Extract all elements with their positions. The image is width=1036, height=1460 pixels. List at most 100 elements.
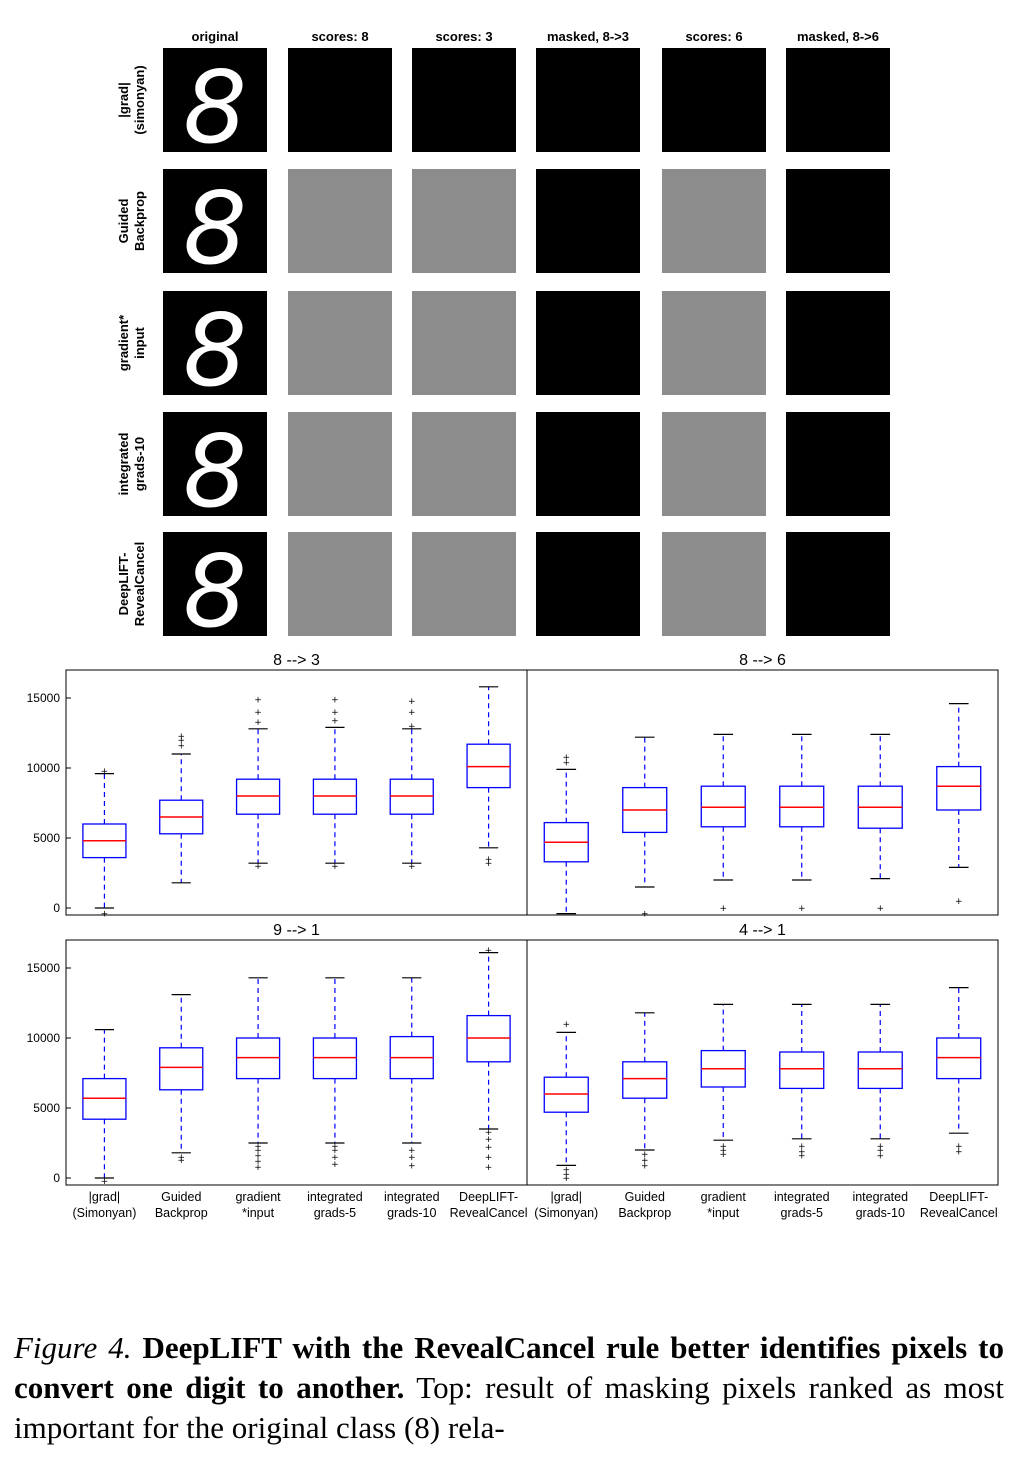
flier: + <box>798 1147 806 1157</box>
flier: + <box>485 1128 493 1138</box>
x-tick-label: integrated <box>774 1190 830 1204</box>
flier: + <box>331 1146 339 1156</box>
image-panel <box>662 412 766 516</box>
row-label: DeepLIFT- <box>116 553 131 616</box>
column-header: masked, 8->3 <box>547 29 629 44</box>
y-tick-label: 5000 <box>33 1101 60 1115</box>
flier: + <box>331 695 339 705</box>
x-tick-label: integrated <box>307 1190 363 1204</box>
chart-title: 4 --> 1 <box>739 922 786 939</box>
box <box>159 1047 204 1091</box>
image-panel <box>163 532 267 636</box>
image-panel <box>536 291 640 395</box>
image-panel <box>412 412 516 516</box>
row-label: Guided <box>116 199 131 244</box>
x-tick-label: Backprop <box>155 1206 208 1220</box>
digit-eight: 8 <box>183 49 247 166</box>
flier: + <box>876 1152 884 1162</box>
flier: + <box>254 708 262 718</box>
flier: + <box>641 910 649 920</box>
flier: + <box>254 862 262 872</box>
x-tick-label: DeepLIFT- <box>929 1190 988 1204</box>
image-panel <box>163 412 267 516</box>
flier: + <box>798 1142 806 1152</box>
flier: + <box>562 1166 570 1176</box>
flier: + <box>254 1152 262 1162</box>
plot-frame <box>65 669 528 916</box>
y-tick-label: 15000 <box>27 961 61 975</box>
x-tick-label: (Simonyan) <box>534 1206 598 1220</box>
row-label: Backprop <box>132 191 147 251</box>
row-label: gradient* <box>116 314 131 371</box>
image-panel <box>412 48 516 152</box>
x-tick-label: *input <box>242 1206 274 1220</box>
digit-eight: 8 <box>183 533 247 650</box>
flier: + <box>719 1142 727 1152</box>
flier: + <box>876 1146 884 1156</box>
row-label: (simonyan) <box>132 65 147 134</box>
flier: + <box>408 708 416 718</box>
flier: + <box>254 1142 262 1152</box>
flier: + <box>254 1157 262 1167</box>
flier: + <box>101 767 109 777</box>
box <box>857 1051 903 1090</box>
y-tick-label: 15000 <box>27 691 61 705</box>
flier: + <box>955 1142 963 1152</box>
chart-title: 9 --> 1 <box>273 922 320 939</box>
flier: + <box>408 1153 416 1163</box>
flier: + <box>177 732 185 742</box>
box <box>936 765 982 811</box>
image-panel <box>412 169 516 273</box>
x-tick-label: |grad| <box>550 1190 582 1204</box>
row-label: input <box>132 326 147 358</box>
x-tick-label: grads-5 <box>781 1206 823 1220</box>
flier: + <box>485 1153 493 1163</box>
column-header: scores: 8 <box>311 29 368 44</box>
image-panel <box>536 532 640 636</box>
flier: + <box>485 1135 493 1145</box>
chart-title: 8 --> 6 <box>739 652 786 669</box>
image-panel <box>163 169 267 273</box>
column-header: scores: 3 <box>435 29 492 44</box>
flier: + <box>485 1163 493 1173</box>
flier: + <box>101 1177 109 1187</box>
flier: + <box>408 697 416 707</box>
flier: + <box>562 1020 570 1030</box>
flier: + <box>485 1143 493 1153</box>
image-panel <box>163 291 267 395</box>
x-tick-label: DeepLIFT- <box>459 1190 518 1204</box>
boxplot-figure: 8 --> 3050001000015000++++++++++++++++++… <box>27 652 999 1220</box>
flier: + <box>876 904 884 914</box>
flier: + <box>254 718 262 728</box>
figure-caption: Figure 4. DeepLIFT with the RevealCancel… <box>14 1328 1004 1448</box>
image-panel <box>288 48 392 152</box>
image-panel <box>288 412 392 516</box>
flier: + <box>562 758 570 768</box>
image-panel <box>536 48 640 152</box>
flier: + <box>254 1163 262 1173</box>
flier: + <box>485 859 493 869</box>
x-tick-label: RevealCancel <box>450 1206 528 1220</box>
digit-eight: 8 <box>183 413 247 530</box>
row-label: RevealCancel <box>132 542 147 627</box>
image-panel <box>662 291 766 395</box>
image-panel <box>786 412 890 516</box>
x-tick-label: Guided <box>625 1190 665 1204</box>
x-tick-label: grads-5 <box>314 1206 356 1220</box>
flier: + <box>485 855 493 865</box>
x-tick-label: grads-10 <box>856 1206 905 1220</box>
flier: + <box>331 716 339 726</box>
flier: + <box>408 722 416 732</box>
image-panel <box>786 169 890 273</box>
flier: + <box>719 1150 727 1160</box>
flier: + <box>331 1142 339 1152</box>
digit-eight: 8 <box>183 292 247 409</box>
digit-eight: 8 <box>183 170 247 287</box>
image-panel <box>412 291 516 395</box>
x-tick-label: Guided <box>161 1190 201 1204</box>
flier: + <box>254 695 262 705</box>
attribution-image-grid: original scores: 8 scores: 3 masked, 8->3 sc… <box>116 29 890 650</box>
image-panel <box>288 532 392 636</box>
image-panel <box>288 169 392 273</box>
image-panel <box>288 291 392 395</box>
